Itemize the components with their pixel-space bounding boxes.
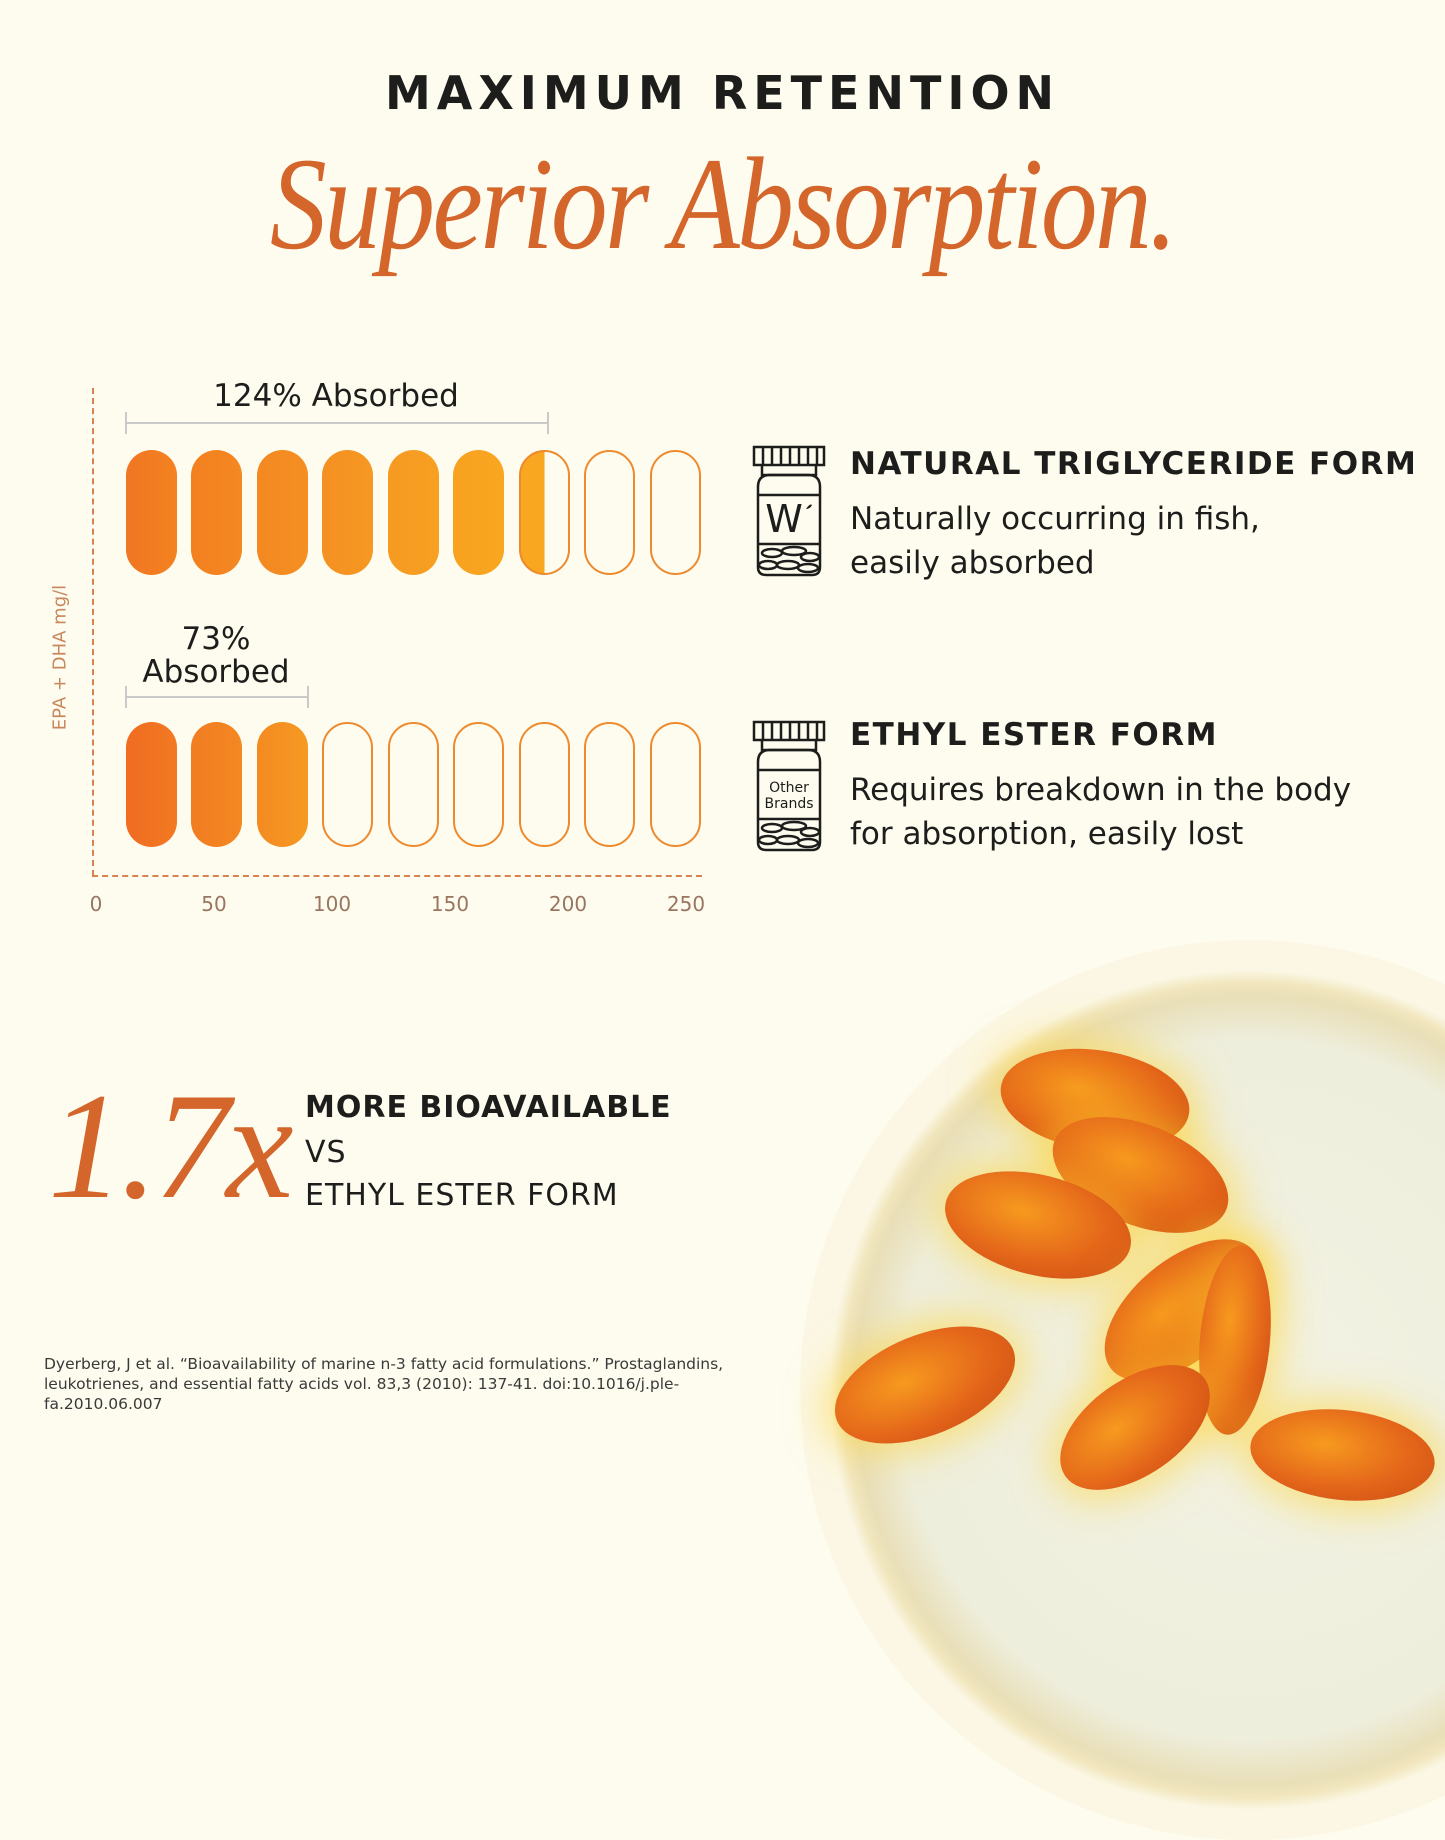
capsule-empty	[584, 450, 635, 575]
form-description-line: Requires breakdown in the body	[850, 772, 1352, 808]
bioavailability-multiplier: 1.7x	[48, 1062, 293, 1230]
bottle-label-other: Other	[769, 780, 809, 796]
row2-bracket	[125, 686, 309, 708]
x-tick: 250	[666, 892, 706, 916]
capsule-filled	[257, 450, 308, 575]
form-description-line: Naturally occurring in fish,	[850, 501, 1260, 537]
row2-absorbed-word: Absorbed	[142, 654, 290, 690]
form-description-line: for absorption, easily lost	[850, 816, 1244, 852]
capsule-filled	[191, 450, 242, 575]
y-axis	[92, 388, 94, 876]
x-tick: 100	[312, 892, 352, 916]
capsule-empty	[519, 722, 570, 847]
citation: Dyerberg, J et al. “Bioavailability of m…	[44, 1355, 724, 1413]
x-tick: 200	[548, 892, 588, 916]
capsule-filled	[191, 722, 242, 847]
capsule-filled	[388, 450, 439, 575]
eyebrow-title: MAXIMUM RETENTION	[384, 66, 1061, 120]
capsule-empty	[388, 722, 439, 847]
x-tick: 0	[89, 892, 103, 916]
capsule-empty	[322, 722, 373, 847]
row2-percent: 73%	[181, 621, 251, 657]
bottle-label-brands: Brands	[765, 796, 814, 812]
stat-line-3: ETHYL ESTER FORM	[305, 1178, 619, 1213]
capsule-image	[1245, 1400, 1440, 1510]
bottle-label-w: W	[765, 497, 803, 541]
capsule-filled	[126, 450, 177, 575]
headline: Superior Absorption.	[269, 130, 1178, 277]
row1-bracket	[125, 412, 549, 434]
other-brands-bottle-icon: Other Brands	[752, 720, 826, 852]
capsule-filled	[453, 450, 504, 575]
capsule-empty	[584, 722, 635, 847]
capsule-filled	[257, 722, 308, 847]
capsule-half-filled	[519, 450, 570, 575]
x-tick: 50	[201, 892, 227, 916]
form-description-line: easily absorbed	[850, 545, 1095, 581]
x-tick: 150	[430, 892, 470, 916]
stat-line-2: VS	[305, 1135, 347, 1170]
row2-absorbed-label: 73% Absorbed	[126, 623, 306, 689]
capsule-empty	[650, 450, 701, 575]
x-axis	[92, 875, 702, 877]
row1-absorbed-label: 124% Absorbed	[213, 378, 459, 414]
capsule-filled	[322, 450, 373, 575]
capsule-filled	[126, 722, 177, 847]
y-axis-label: EPA + DHA mg/l	[49, 584, 71, 731]
capsule-empty	[453, 722, 504, 847]
w-brand-bottle-icon: W	[752, 445, 826, 577]
capsule-image	[818, 1303, 1032, 1467]
capsule-empty	[650, 722, 701, 847]
form-title: NATURAL TRIGLYCERIDE FORM	[850, 446, 1418, 482]
form-description: Naturally occurring in fish, easily abso…	[850, 497, 1260, 585]
form-title: ETHYL ESTER FORM	[850, 717, 1218, 753]
stat-line-1: MORE BIOAVAILABLE	[305, 1090, 672, 1125]
capsules-dish-photo	[800, 940, 1445, 1840]
form-description: Requires breakdown in the body for absor…	[850, 768, 1351, 856]
